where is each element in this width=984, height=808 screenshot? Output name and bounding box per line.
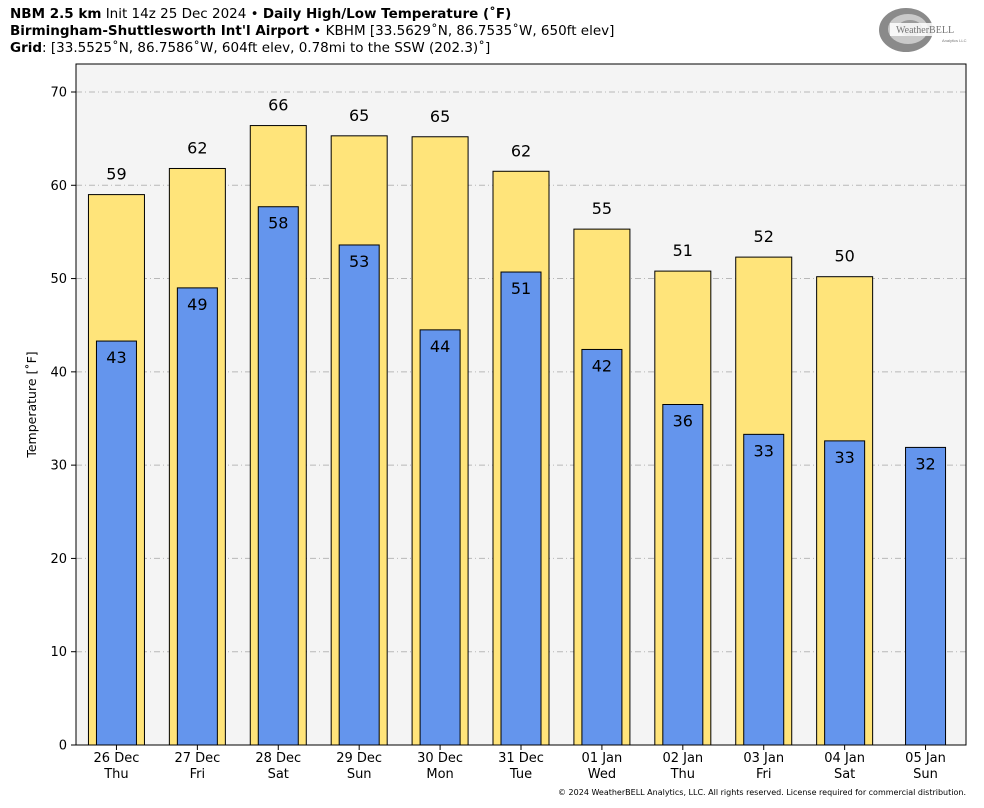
x-tick-weekday: Sun xyxy=(347,767,372,782)
x-tick-weekday: Thu xyxy=(670,767,695,782)
grid-info: : [33.5525˚N, 86.7586˚W, 604ft elev, 0.7… xyxy=(42,40,491,56)
logo-text: WeatherBELL xyxy=(896,25,954,36)
low-temp-bar xyxy=(500,271,542,746)
low-temp-bar xyxy=(176,287,218,746)
x-tick-date: 05 Jan xyxy=(905,751,946,766)
x-tick-date: 31 Dec xyxy=(498,751,544,766)
low-temp-bar xyxy=(257,206,299,746)
y-axis-label: Temperature [˚F] xyxy=(24,351,39,458)
x-tick-weekday: Sat xyxy=(268,767,289,782)
low-temp-bar xyxy=(419,329,461,746)
high-temp-label: 50 xyxy=(834,247,854,266)
low-temp-bar xyxy=(662,404,704,746)
y-tick-label: 10 xyxy=(50,645,67,660)
x-tick-weekday: Wed xyxy=(588,767,616,782)
init-time: Init 14z 25 Dec 2024 xyxy=(105,6,247,22)
x-tick-weekday: Fri xyxy=(756,767,772,782)
low-temp-label: 49 xyxy=(187,295,207,314)
low-temp-bar xyxy=(905,446,947,746)
x-tick-date: 29 Dec xyxy=(336,751,382,766)
x-tick-weekday: Sun xyxy=(913,767,938,782)
high-temp-label: 66 xyxy=(268,96,288,115)
x-tick-date: 02 Jan xyxy=(662,751,703,766)
low-temp-label: 33 xyxy=(834,448,854,467)
y-axis: 0 10 20 30 40 50 60 70 xyxy=(50,85,76,754)
header-line-3: Grid: [33.5525˚N, 86.7586˚W, 604ft elev,… xyxy=(10,40,614,57)
high-temp-label: 65 xyxy=(349,106,369,125)
high-temp-label: 59 xyxy=(106,165,126,184)
low-temp-bar xyxy=(338,244,380,746)
product-title: Daily High/Low Temperature (˚F) xyxy=(262,6,512,22)
model-name: NBM 2.5 km xyxy=(10,6,102,22)
low-temp-bar xyxy=(95,340,137,746)
x-tick-date: 30 Dec xyxy=(417,751,463,766)
y-tick-label: 50 xyxy=(50,272,67,287)
low-temp-bar xyxy=(581,348,623,746)
grid-label: Grid xyxy=(10,40,43,56)
x-tick-date: 04 Jan xyxy=(824,751,865,766)
x-tick-date: 27 Dec xyxy=(174,751,220,766)
y-tick-label: 30 xyxy=(50,459,67,474)
header-line-2: Birmingham-Shuttlesworth Int'l Airport •… xyxy=(10,23,614,40)
y-tick-label: 70 xyxy=(50,85,67,100)
low-temp-label: 32 xyxy=(915,454,935,473)
y-tick-label: 40 xyxy=(50,365,67,380)
x-tick-weekday: Sat xyxy=(834,767,855,782)
high-temp-label: 55 xyxy=(592,199,612,218)
x-tick-weekday: Fri xyxy=(190,767,206,782)
x-tick-weekday: Tue xyxy=(509,767,532,782)
low-temp-bar xyxy=(824,440,866,746)
high-temp-label: 62 xyxy=(187,138,207,157)
logo-subtext: Analytics LLC xyxy=(942,38,967,43)
low-temp-label: 58 xyxy=(268,214,288,233)
station-info: KBHM [33.5629˚N, 86.7535˚W, 650ft elev] xyxy=(325,23,615,39)
x-tick-date: 26 Dec xyxy=(94,751,140,766)
bullet: • xyxy=(250,6,259,22)
x-tick-date: 28 Dec xyxy=(255,751,301,766)
y-tick-label: 20 xyxy=(50,552,67,567)
y-tick-label: 0 xyxy=(59,739,67,754)
high-temp-label: 62 xyxy=(511,141,531,160)
low-temp-label: 43 xyxy=(106,348,126,367)
copyright-footer: © 2024 WeatherBELL Analytics, LLC. All r… xyxy=(558,788,966,797)
weatherbell-logo: WeatherBELL Analytics LLC xyxy=(879,8,970,52)
y-tick-label: 60 xyxy=(50,179,67,194)
logo-band xyxy=(890,23,970,36)
x-tick-date: 01 Jan xyxy=(582,751,623,766)
high-temp-label: 65 xyxy=(430,107,450,126)
high-temp-label: 52 xyxy=(754,227,774,246)
low-temp-label: 44 xyxy=(430,337,450,356)
low-temp-bar xyxy=(743,433,785,746)
x-tick-weekday: Thu xyxy=(103,767,128,782)
chart-header: NBM 2.5 km Init 14z 25 Dec 2024 • Daily … xyxy=(10,6,614,57)
station-name: Birmingham-Shuttlesworth Int'l Airport xyxy=(10,23,310,39)
low-temp-label: 51 xyxy=(511,279,531,298)
data-labels: 59 43 62 49 66 58 65 53 65 44 62 51 55 42 51 36 52 33 50 33… xyxy=(106,96,935,474)
low-temp-label: 33 xyxy=(754,441,774,460)
header-line-1: NBM 2.5 km Init 14z 25 Dec 2024 • Daily … xyxy=(10,6,614,23)
x-tick-weekday: Mon xyxy=(426,767,453,782)
bars xyxy=(87,125,947,746)
high-temp-label: 51 xyxy=(673,241,693,260)
bullet: • xyxy=(313,23,322,39)
x-tick-date: 03 Jan xyxy=(743,751,784,766)
low-temp-label: 36 xyxy=(673,412,693,431)
low-temp-label: 53 xyxy=(349,252,369,271)
low-temp-label: 42 xyxy=(592,356,612,375)
